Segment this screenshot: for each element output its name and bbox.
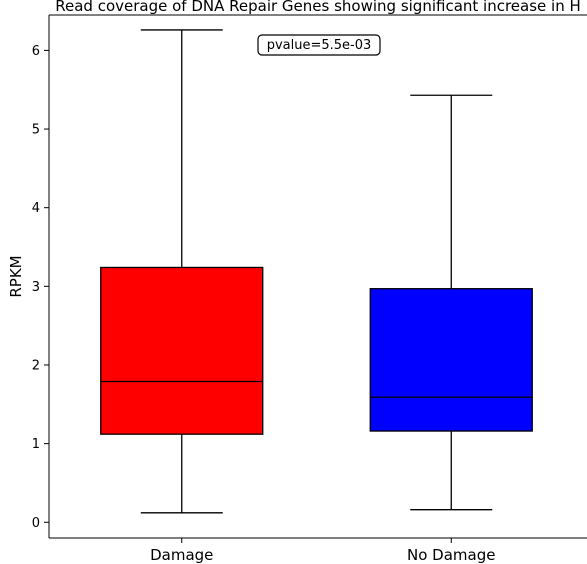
y-axis: 0 1 2 3 4 5 6 bbox=[32, 44, 49, 531]
pvalue-annotation-box bbox=[257, 34, 381, 56]
pvalue-annotation-text: pvalue=5.5e-03 bbox=[267, 38, 372, 53]
y-tick-label: 5 bbox=[32, 123, 40, 138]
y-tick-label: 2 bbox=[32, 358, 40, 373]
y-axis-label: RPKM bbox=[7, 255, 25, 297]
plot-frame bbox=[48, 14, 587, 539]
iqr-box bbox=[369, 288, 533, 432]
x-tick-label: No Damage bbox=[407, 546, 495, 564]
y-tick-label: 6 bbox=[32, 44, 40, 59]
y-tick-label: 1 bbox=[32, 437, 40, 452]
pvalue-annotation: pvalue=5.5e-03 bbox=[257, 34, 381, 56]
y-tick-label: 3 bbox=[32, 280, 40, 295]
x-axis: Damage No Damage bbox=[150, 538, 495, 564]
box-damage bbox=[100, 29, 264, 514]
x-tick-label: Damage bbox=[150, 546, 213, 564]
box-no-damage bbox=[369, 94, 533, 511]
chart-title: Read coverage of DNA Repair Genes showin… bbox=[55, 0, 581, 15]
box-series bbox=[100, 29, 533, 514]
iqr-box bbox=[100, 266, 264, 435]
y-tick-label: 4 bbox=[32, 201, 40, 216]
y-tick-label: 0 bbox=[32, 516, 40, 531]
